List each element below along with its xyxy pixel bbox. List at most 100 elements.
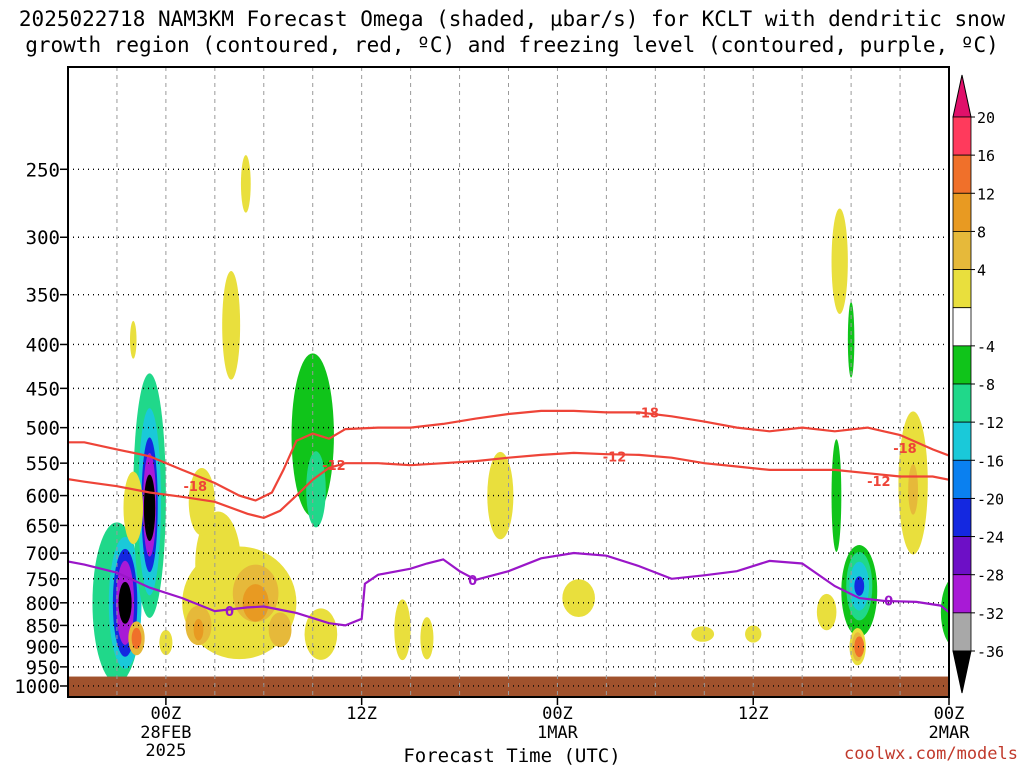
colorbar-label: -16 <box>977 452 1004 470</box>
y-tick-label: 650 <box>26 515 60 537</box>
omega-blob <box>562 579 595 618</box>
omega-blob <box>487 451 514 540</box>
omega-blob <box>188 468 215 536</box>
colorbar-cap-top <box>952 74 972 118</box>
contour-label: -18 <box>635 406 659 421</box>
omega-blob <box>1000 301 1013 341</box>
x-tick-label: 00Z <box>934 704 965 724</box>
omega-blob <box>123 471 144 544</box>
x-tick-date-label: 28FEB <box>140 723 191 743</box>
omega-blob <box>831 208 848 315</box>
contour-line <box>68 409 949 502</box>
x-tick-year-label: 2025 <box>145 741 186 761</box>
omega-blob <box>940 580 949 644</box>
plot-area <box>68 155 1024 697</box>
colorbar-cap-bottom <box>952 650 972 694</box>
y-tick-label: 300 <box>26 227 60 249</box>
x-tick-label: 00Z <box>542 704 573 724</box>
omega-blob <box>831 439 842 552</box>
y-tick-label: 800 <box>26 593 60 615</box>
colorbar-segment <box>952 269 972 309</box>
colorbar-segment <box>952 498 972 537</box>
y-tick-label: 500 <box>26 418 60 440</box>
x-tick-date-label: 2MAR <box>929 723 971 743</box>
colorbar-label: -24 <box>977 529 1004 547</box>
chart-title-line-2: growth region (contoured, red, ºC) and f… <box>25 33 999 57</box>
x-tick-label: 12Z <box>738 704 769 724</box>
colorbar-segment <box>952 154 972 194</box>
colorbar-segment <box>952 307 972 347</box>
colorbar-label: -32 <box>977 605 1004 623</box>
grid <box>68 67 949 697</box>
omega-blob <box>193 618 204 641</box>
omega-blob <box>908 464 919 515</box>
colorbar-segment <box>952 192 972 232</box>
omega-blob <box>1019 414 1024 471</box>
colorbar-segment <box>952 231 972 270</box>
y-tick-label: 700 <box>26 543 60 565</box>
omega-blob <box>691 626 715 642</box>
colorbar-label: -36 <box>977 643 1004 661</box>
credit-link[interactable]: coolwx.com/models <box>844 744 1018 764</box>
colorbar-label: 4 <box>977 262 986 280</box>
omega-blob <box>420 617 434 660</box>
omega-blob <box>240 155 251 213</box>
colorbar-label: -20 <box>977 490 1004 508</box>
omega-blob <box>195 511 241 616</box>
colorbar-label: -4 <box>977 338 995 356</box>
colorbar-segment <box>952 383 972 423</box>
contour-line <box>68 551 949 627</box>
x-tick-date-label: 1MAR <box>537 723 579 743</box>
contour-label: 0 <box>468 574 477 589</box>
colorbar-label: -12 <box>977 414 1004 432</box>
y-tick-label: 850 <box>26 615 60 637</box>
colorbar-label: 16 <box>977 147 995 165</box>
omega-blob <box>131 627 142 649</box>
omega-blob <box>394 599 411 661</box>
contour-label: -12 <box>322 459 346 474</box>
late-red <box>854 636 865 658</box>
contour-label: 0 <box>225 605 234 620</box>
y-tick-label: 350 <box>26 285 60 307</box>
x-axis-title: Forecast Time (UTC) <box>403 745 621 767</box>
colorbar-segment <box>952 116 972 156</box>
y-tick-label: 1000 <box>14 676 60 698</box>
eye-cell-1 <box>118 581 132 624</box>
y-tick-label: 250 <box>26 159 60 181</box>
colorbar-segment <box>952 459 972 499</box>
colorbar-label: -8 <box>977 376 995 394</box>
colorbar: 20 16 12 8 4 -4 -8 -12 -16 -20 -24 -28 -32 -36 <box>952 74 1004 694</box>
y-tick-label: 400 <box>26 334 60 356</box>
y-tick-label: 600 <box>26 486 60 508</box>
omega-blob <box>268 612 292 648</box>
contour-label: -12 <box>603 450 627 465</box>
contour-label: -18 <box>893 442 917 457</box>
colorbar-segment <box>952 421 972 461</box>
axes: 2503003504004505005506006507007508008509… <box>14 159 970 761</box>
omega-blob <box>306 451 326 528</box>
omega-blob <box>222 271 241 380</box>
contours: -18 -18 -18 -12 -12 -12 0 0 0 <box>68 406 949 627</box>
y-tick-label: 950 <box>26 657 60 679</box>
y-tick-label: 550 <box>26 453 60 475</box>
x-tick-label: 12Z <box>346 704 377 724</box>
y-tick-label: 900 <box>26 637 60 659</box>
colorbar-segment <box>952 536 972 576</box>
colorbar-segment <box>952 574 972 614</box>
contour-label: 0 <box>884 594 893 609</box>
y-tick-label: 450 <box>26 378 60 400</box>
colorbar-segment <box>952 612 972 652</box>
colorbar-label: 12 <box>977 185 995 203</box>
colorbar-label: 20 <box>977 109 995 127</box>
late-core <box>854 576 865 596</box>
colorbar-segment <box>952 345 972 385</box>
omega-blob <box>129 320 137 359</box>
y-tick-label: 750 <box>26 569 60 591</box>
omega-blob <box>745 625 762 643</box>
omega-blob <box>159 629 173 656</box>
omega-blob <box>242 584 269 622</box>
chart-title-line-1: 2025022718 NAM3KM Forecast Omega (shaded… <box>18 7 1006 31</box>
contour-line <box>68 451 949 520</box>
eye-cell-2 <box>143 474 156 541</box>
